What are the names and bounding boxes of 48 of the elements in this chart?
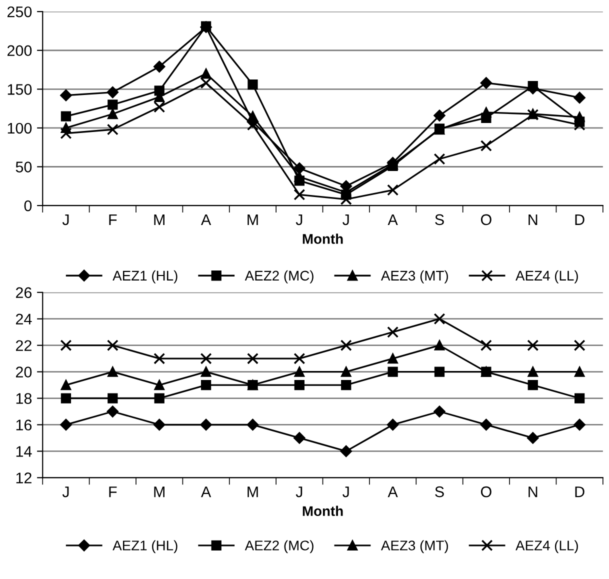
y-tick-label: 24 <box>16 314 32 324</box>
y-tick-label: 12 <box>16 472 32 484</box>
x-tick-label: M <box>248 214 258 225</box>
x-tick-label: O <box>480 214 492 226</box>
x-tick-label: J <box>342 214 349 226</box>
x-tick-label: J <box>62 486 69 498</box>
x-axis-title: Month <box>302 506 343 516</box>
x-tick-label: F <box>109 214 117 225</box>
y-tick-label: 50 <box>16 162 32 172</box>
y-tick-label: 14 <box>16 446 32 457</box>
x-axis-title: Month <box>302 234 343 244</box>
x-tick-label: J <box>296 486 302 498</box>
legend-label: AEZ4 (LL) <box>516 270 578 284</box>
y-tick-label: 150 <box>8 84 32 95</box>
x-tick-label: N <box>528 486 538 498</box>
x-tick-label: S <box>435 214 444 226</box>
y-tick-label: 200 <box>7 45 32 56</box>
legend-label: AEZ3 (MT) <box>380 270 448 284</box>
y-tick-label: 250 <box>7 6 32 18</box>
x-tick-label: D <box>575 486 584 498</box>
x-tick-label: M <box>248 486 258 498</box>
y-tick-label: 20 <box>16 366 32 378</box>
legend-label: AEZ2 (MC) <box>244 540 314 554</box>
y-tick-label: 0 <box>24 200 32 212</box>
y-tick-label: 26 <box>16 287 32 298</box>
x-tick-label: J <box>62 214 69 226</box>
y-tick-label: 16 <box>16 420 32 430</box>
legend-label: AEZ1 (HL) <box>112 270 178 284</box>
y-tick-label: 100 <box>8 122 32 134</box>
x-tick-label: O <box>480 486 492 498</box>
x-tick-label: J <box>296 214 302 226</box>
x-tick-label: M <box>154 214 164 225</box>
x-tick-label: A <box>200 486 212 498</box>
legend-label: AEZ1 (HL) <box>112 540 178 554</box>
x-tick-label: A <box>388 214 398 225</box>
x-tick-label: A <box>388 486 398 498</box>
x-tick-label: F <box>109 486 117 498</box>
x-tick-label: N <box>528 214 538 225</box>
x-tick-label: S <box>435 486 444 498</box>
legend-label: AEZ2 (MC) <box>244 270 314 284</box>
legend-label: AEZ4 (LL) <box>516 540 578 554</box>
y-tick-label: 22 <box>16 340 32 351</box>
y-tick-label: 18 <box>16 393 32 404</box>
legend-label: AEZ3 (MT) <box>380 540 448 554</box>
x-tick-label: M <box>154 486 164 498</box>
x-tick-label: A <box>200 214 212 225</box>
x-tick-label: D <box>575 214 584 225</box>
x-tick-label: J <box>342 486 349 498</box>
